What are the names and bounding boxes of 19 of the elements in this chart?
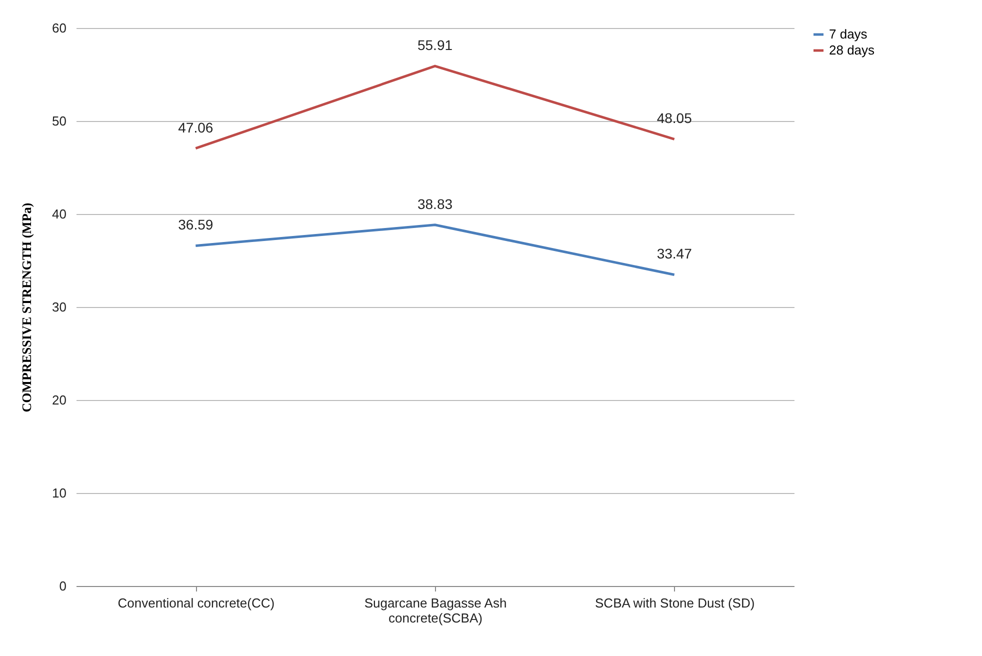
x-tick-label: Sugarcane Bagasse Ash concrete(SCBA) (364, 596, 507, 626)
data-label: 48.05 (656, 110, 692, 126)
data-label: 47.06 (178, 119, 214, 136)
y-tick-label: 0 (59, 578, 66, 594)
y-tick-label: 50 (52, 114, 66, 128)
x-tick-label: Conventional concrete(CC) (118, 596, 275, 610)
y-tick-label: 30 (52, 300, 66, 314)
y-tick-label: 40 (52, 206, 66, 222)
x-tick-label: SCBA with Stone Dust (SD) (594, 596, 755, 610)
data-label: 36.59 (178, 216, 214, 233)
y-axis-title: COMPRESSIVE STRENGTH (MPa) (19, 202, 34, 412)
data-label: 38.83 (417, 196, 453, 212)
y-tick-label: 20 (52, 392, 66, 408)
legend-label: 28 days (829, 42, 876, 58)
y-tick-label: 10 (52, 486, 66, 500)
data-label: 55.91 (417, 37, 453, 54)
legend-label: 7 days (829, 26, 868, 42)
y-tick-label: 60 (52, 20, 66, 36)
data-label: 33.47 (656, 246, 692, 262)
